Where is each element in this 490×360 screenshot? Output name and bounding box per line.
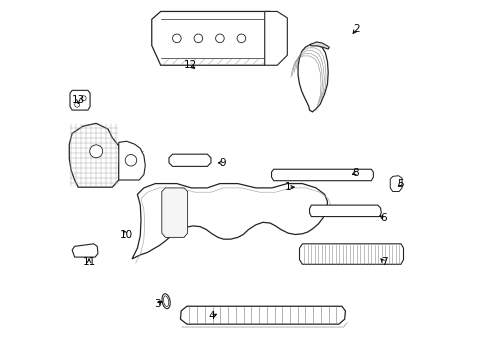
Polygon shape bbox=[298, 44, 328, 112]
Polygon shape bbox=[162, 188, 188, 237]
Polygon shape bbox=[271, 169, 373, 181]
Text: 9: 9 bbox=[220, 158, 226, 168]
Polygon shape bbox=[169, 154, 211, 166]
Polygon shape bbox=[152, 12, 277, 65]
Text: 8: 8 bbox=[352, 168, 359, 178]
Text: 4: 4 bbox=[209, 311, 215, 321]
Circle shape bbox=[125, 154, 137, 166]
Circle shape bbox=[172, 34, 181, 42]
Circle shape bbox=[194, 34, 203, 42]
Circle shape bbox=[216, 34, 224, 42]
Circle shape bbox=[81, 96, 86, 101]
Polygon shape bbox=[265, 12, 287, 65]
Text: 7: 7 bbox=[381, 257, 388, 267]
Text: 2: 2 bbox=[353, 24, 360, 35]
Polygon shape bbox=[299, 244, 403, 264]
Ellipse shape bbox=[164, 296, 169, 306]
Polygon shape bbox=[69, 123, 120, 187]
Polygon shape bbox=[390, 176, 402, 192]
Polygon shape bbox=[132, 184, 327, 259]
Circle shape bbox=[74, 102, 80, 107]
Text: 10: 10 bbox=[120, 230, 132, 239]
Circle shape bbox=[237, 34, 245, 42]
Text: 11: 11 bbox=[82, 257, 96, 267]
Polygon shape bbox=[180, 306, 345, 324]
Text: 3: 3 bbox=[154, 299, 160, 309]
Polygon shape bbox=[119, 141, 146, 180]
Circle shape bbox=[90, 145, 102, 158]
Text: 5: 5 bbox=[398, 179, 404, 189]
Text: 6: 6 bbox=[380, 213, 387, 222]
Polygon shape bbox=[310, 42, 329, 49]
Polygon shape bbox=[72, 244, 98, 257]
Text: 12: 12 bbox=[184, 60, 197, 70]
Polygon shape bbox=[70, 90, 90, 110]
Text: 1: 1 bbox=[285, 182, 292, 192]
Ellipse shape bbox=[162, 294, 170, 309]
Polygon shape bbox=[310, 205, 381, 217]
Text: 13: 13 bbox=[72, 95, 85, 105]
